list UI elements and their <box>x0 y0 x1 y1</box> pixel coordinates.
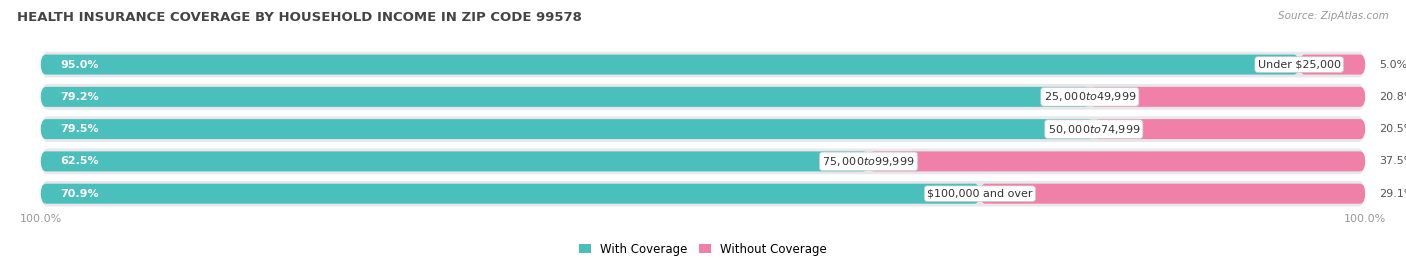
Text: $75,000 to $99,999: $75,000 to $99,999 <box>823 155 915 168</box>
FancyBboxPatch shape <box>41 184 980 204</box>
FancyBboxPatch shape <box>41 119 1094 139</box>
FancyBboxPatch shape <box>41 115 1365 143</box>
FancyBboxPatch shape <box>41 55 1299 75</box>
FancyBboxPatch shape <box>41 180 1365 208</box>
Text: 29.1%: 29.1% <box>1379 189 1406 199</box>
Text: 70.9%: 70.9% <box>60 189 98 199</box>
Text: 37.5%: 37.5% <box>1379 156 1406 167</box>
FancyBboxPatch shape <box>980 184 1365 204</box>
FancyBboxPatch shape <box>41 87 1090 107</box>
Text: 20.8%: 20.8% <box>1379 92 1406 102</box>
FancyBboxPatch shape <box>1090 87 1365 107</box>
Text: Under $25,000: Under $25,000 <box>1258 59 1341 70</box>
FancyBboxPatch shape <box>41 147 1365 175</box>
Text: $50,000 to $74,999: $50,000 to $74,999 <box>1047 123 1140 136</box>
Text: $100,000 and over: $100,000 and over <box>927 189 1032 199</box>
Text: 79.5%: 79.5% <box>60 124 98 134</box>
Text: 20.5%: 20.5% <box>1379 124 1406 134</box>
FancyBboxPatch shape <box>1299 55 1365 75</box>
FancyBboxPatch shape <box>41 151 869 171</box>
Text: 79.2%: 79.2% <box>60 92 100 102</box>
FancyBboxPatch shape <box>869 151 1365 171</box>
Text: $25,000 to $49,999: $25,000 to $49,999 <box>1043 90 1136 103</box>
Text: HEALTH INSURANCE COVERAGE BY HOUSEHOLD INCOME IN ZIP CODE 99578: HEALTH INSURANCE COVERAGE BY HOUSEHOLD I… <box>17 11 582 24</box>
Legend: With Coverage, Without Coverage: With Coverage, Without Coverage <box>574 238 832 260</box>
Text: 95.0%: 95.0% <box>60 59 98 70</box>
FancyBboxPatch shape <box>41 83 1365 111</box>
Text: 5.0%: 5.0% <box>1379 59 1406 70</box>
FancyBboxPatch shape <box>1094 119 1365 139</box>
FancyBboxPatch shape <box>41 51 1365 79</box>
Text: 62.5%: 62.5% <box>60 156 98 167</box>
Text: Source: ZipAtlas.com: Source: ZipAtlas.com <box>1278 11 1389 21</box>
